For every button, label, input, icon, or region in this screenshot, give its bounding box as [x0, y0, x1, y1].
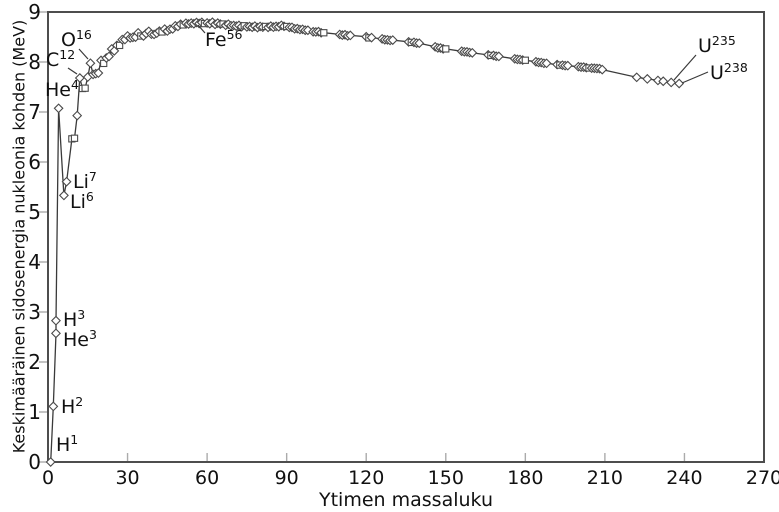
isotope-annotation-label: C12: [46, 47, 75, 71]
isotope-symbol: O: [61, 29, 76, 51]
y-tick-label: 6: [28, 150, 41, 174]
isotope-annotation-label: O16: [61, 27, 92, 51]
data-point-marker-diamond: [642, 73, 653, 84]
data-point-marker-diamond: [541, 58, 552, 69]
x-tick-label: 90: [275, 467, 299, 489]
data-point-marker-diamond: [85, 58, 96, 69]
x-axis-title: Ytimen massaluku: [319, 489, 493, 511]
y-tick-label: 5: [28, 200, 41, 224]
y-tick-label: 9: [28, 0, 41, 24]
isotope-annotation-label: H1: [56, 432, 78, 456]
isotope-symbol: Fe: [205, 29, 227, 51]
isotope-annotation-label: H2: [61, 394, 83, 418]
isotope-mass-superscript: 7: [89, 169, 97, 184]
data-point-marker-diamond: [48, 401, 59, 412]
isotope-annotation-label: U235: [698, 33, 736, 57]
isotope-annotation-label: He4: [45, 77, 79, 101]
data-point-marker-diamond: [493, 51, 504, 62]
y-tick-label: 1: [28, 400, 41, 424]
x-tick-label: 210: [587, 467, 623, 489]
plot-frame: [47, 11, 765, 463]
isotope-mass-superscript: 6: [86, 189, 94, 204]
x-tick-label: 30: [115, 467, 139, 489]
x-tick-label: 150: [428, 467, 464, 489]
isotope-symbol: Li: [70, 191, 86, 213]
data-point-marker-diamond: [562, 60, 573, 71]
isotope-symbol: U: [710, 62, 724, 84]
data-point-marker-square: [115, 41, 124, 50]
isotope-annotation-label: He3: [63, 327, 97, 351]
data-point-marker-diamond: [674, 78, 685, 89]
x-tick-label: 0: [42, 467, 54, 489]
isotope-mass-superscript: 16: [76, 27, 92, 42]
y-tick-label: 8: [28, 50, 41, 74]
annotation-leader-line: [78, 48, 89, 60]
x-tick-label: 120: [348, 467, 384, 489]
isotope-mass-superscript: 235: [712, 33, 736, 48]
binding-energy-curve-line: [50, 21, 680, 463]
y-axis-title: Keskimääräinen sidosenergia nukleonia ko…: [9, 19, 29, 454]
data-point-marker-diamond: [72, 110, 83, 121]
isotope-mass-superscript: 2: [75, 394, 83, 409]
data-point-marker-diamond: [467, 47, 478, 58]
x-tick-label: 240: [666, 467, 702, 489]
data-point-marker-diamond: [387, 35, 398, 46]
data-point-marker-diamond: [58, 190, 69, 201]
isotope-mass-superscript: 238: [724, 60, 748, 75]
y-tick-label: 3: [28, 300, 41, 324]
isotope-mass-superscript: 1: [70, 432, 78, 447]
isotope-symbol: H: [56, 434, 70, 456]
y-tick-label: 2: [28, 350, 41, 374]
isotope-annotation-label: U238: [710, 60, 748, 84]
annotation-leader-line: [673, 54, 697, 81]
data-point-marker-diamond: [658, 76, 669, 87]
data-point-marker-diamond: [45, 457, 56, 467]
data-point-marker-diamond: [666, 77, 677, 88]
data-point-marker-diamond: [50, 315, 61, 326]
data-point-marker-diamond: [61, 176, 72, 187]
isotope-symbol: H: [63, 309, 77, 331]
x-tick-label: 270: [746, 467, 779, 489]
x-tick-label: 60: [195, 467, 219, 489]
isotope-symbol: H: [61, 396, 75, 418]
data-point-marker-square: [70, 134, 79, 142]
data-point-marker-square: [81, 84, 89, 92]
data-point-marker-square: [521, 56, 529, 64]
data-point-marker-diamond: [53, 103, 64, 114]
data-point-marker-diamond: [414, 38, 425, 49]
isotope-mass-superscript: 3: [77, 307, 85, 322]
data-point-marker-square: [320, 29, 328, 37]
annotation-leader-line: [67, 67, 78, 75]
isotope-symbol: U: [698, 35, 712, 57]
y-tick-label: 0: [28, 450, 41, 474]
data-point-marker-square: [442, 45, 450, 53]
data-point-marker-diamond: [93, 68, 104, 79]
y-tick-label: 4: [28, 250, 41, 274]
data-point-marker-diamond: [104, 51, 114, 62]
data-point-marker-diamond: [50, 328, 61, 339]
y-tick-label: 7: [28, 100, 41, 124]
data-point-marker-diamond: [74, 73, 85, 83]
isotope-mass-superscript: 4: [71, 77, 79, 92]
data-point-marker-diamond: [631, 72, 642, 83]
isotope-annotation-label: H3: [63, 307, 85, 331]
isotope-annotation-label: Li7: [73, 169, 97, 193]
isotope-symbol: C: [46, 49, 59, 71]
isotope-symbol: He: [45, 79, 71, 101]
isotope-mass-superscript: 3: [89, 327, 97, 342]
annotation-leader-line: [681, 71, 709, 84]
isotope-annotation-label: Fe56: [205, 27, 243, 51]
isotope-symbol: Li: [73, 171, 89, 193]
annotation-leader-line: [197, 24, 206, 34]
x-tick-label: 180: [507, 467, 543, 489]
isotope-mass-superscript: 12: [59, 47, 75, 62]
data-point-marker-diamond: [345, 30, 356, 41]
data-point-marker-diamond: [597, 64, 608, 75]
isotope-symbol: He: [63, 329, 89, 351]
data-point-marker-diamond: [366, 32, 377, 43]
isotope-mass-superscript: 56: [227, 27, 243, 42]
isotope-annotation-label: Li6: [70, 189, 94, 213]
